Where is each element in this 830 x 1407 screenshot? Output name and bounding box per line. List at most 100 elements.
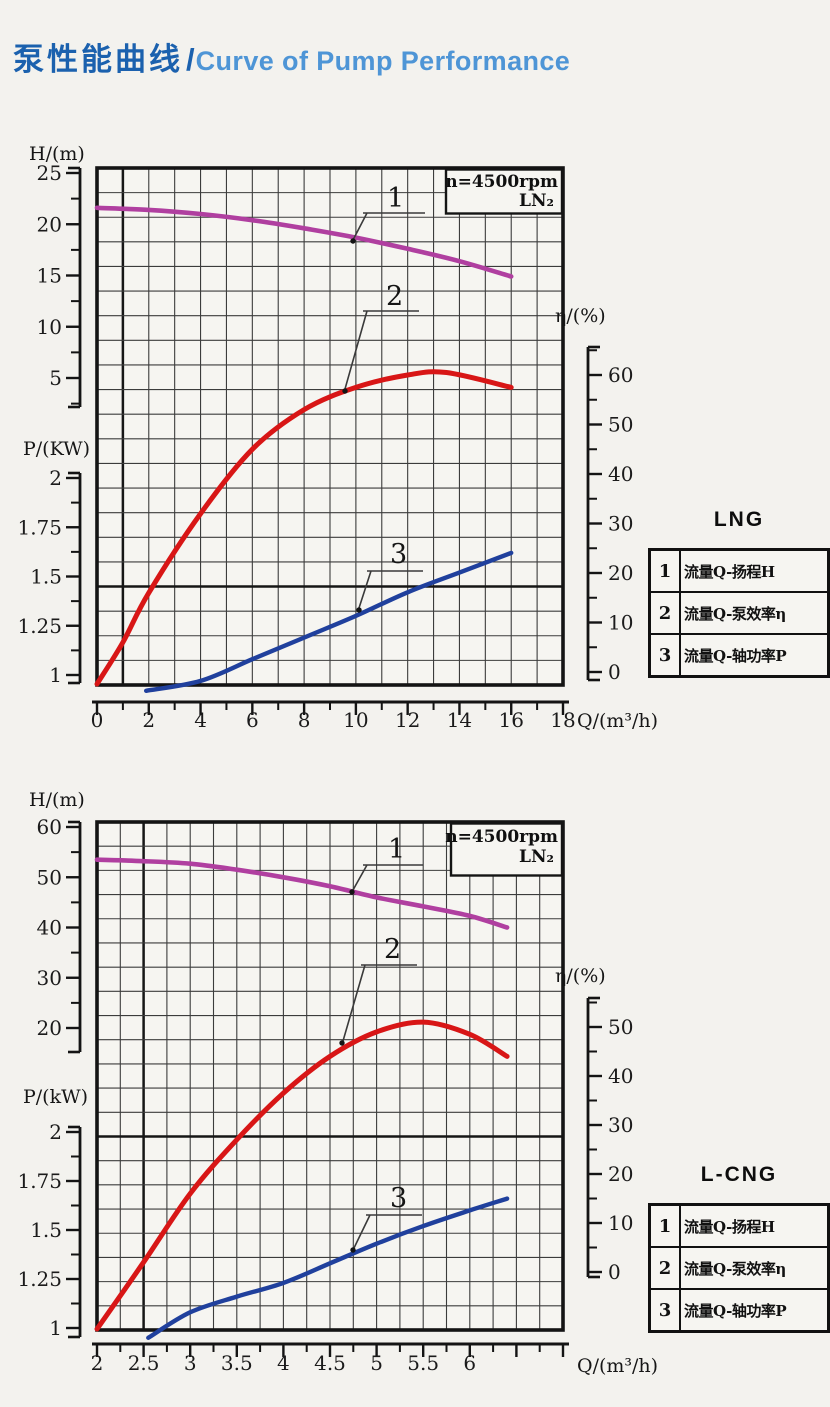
eta-tick-label: 40 xyxy=(608,462,633,486)
p-tick-label: 1.75 xyxy=(17,1169,62,1193)
curve-P xyxy=(144,550,514,693)
eta-tick-label: 10 xyxy=(608,611,633,635)
curve-label-1: 1 xyxy=(349,834,423,895)
eta-tick-label: 10 xyxy=(608,1211,633,1235)
h-tick-label: 25 xyxy=(37,161,62,185)
h-tick-label: 5 xyxy=(49,366,62,390)
eta-tick-label: 0 xyxy=(608,1260,621,1284)
legend-lng: LNG 1 流量Q-扬程H 2 流量Q-泵效率η 3 流量Q-轴功率P xyxy=(648,508,830,678)
grid xyxy=(97,822,563,1330)
legend-title: L-CNG xyxy=(700,1163,778,1186)
x-tick-label: 5 xyxy=(370,1351,383,1375)
legend-row-number: 2 xyxy=(648,591,681,635)
x-tick-label: 18 xyxy=(550,708,575,732)
legend-row-label: 流量Q-扬程H xyxy=(679,1203,830,1248)
p-tick-label: 2 xyxy=(49,466,62,490)
leader-line xyxy=(352,212,425,241)
curve-label-3: 3 xyxy=(356,539,423,613)
legend-title: LNG xyxy=(713,508,765,531)
h-tick-label: 10 xyxy=(37,315,62,339)
eta-tick-label: 30 xyxy=(608,1113,633,1137)
annotation-medium: LN₂ xyxy=(519,847,554,867)
grid xyxy=(97,168,563,685)
leader-dot xyxy=(342,388,348,394)
leader-line xyxy=(344,310,419,390)
h-tick-label: 50 xyxy=(37,865,62,889)
h-tick-label: 20 xyxy=(37,1016,62,1040)
leader-line xyxy=(352,864,423,891)
x-tick-label: 5.5 xyxy=(407,1351,439,1375)
curve-eta xyxy=(94,369,514,687)
p-tick-label: 1.25 xyxy=(17,614,62,638)
x-tick-label: 4 xyxy=(194,708,207,732)
title-slash: / xyxy=(186,42,195,77)
x-axis-title: Q/(m³/h) xyxy=(577,710,658,732)
h-tick-label: 15 xyxy=(37,264,62,288)
x-axis-title: Q/(m³/h) xyxy=(577,1355,658,1377)
eta-tick-label: 50 xyxy=(608,413,633,437)
x-tick-label: 2 xyxy=(142,708,155,732)
curve-label-text: 1 xyxy=(387,183,404,214)
legend-row-number: 1 xyxy=(648,1203,681,1248)
p-tick-label: 1.75 xyxy=(17,515,62,539)
page-title-chinese: 泵性能曲线 xyxy=(13,42,183,77)
legend-table: 1 流量Q-扬程H 2 流量Q-泵效率η 3 流量Q-轴功率P xyxy=(648,548,830,678)
legend-table: 1 流量Q-扬程H 2 流量Q-泵效率η 3 流量Q-轴功率P xyxy=(648,1203,830,1333)
x-tick-label: 4.5 xyxy=(314,1351,346,1375)
leader-dot xyxy=(349,889,355,895)
p-tick-label: 1.5 xyxy=(30,565,62,589)
curve-label-text: 2 xyxy=(386,281,403,312)
legend-row: 1 流量Q-扬程H xyxy=(648,548,830,593)
page-title: 泵性能曲线 / Curve of Pump Performance xyxy=(13,34,570,79)
x-tick-label: 3 xyxy=(184,1351,197,1375)
curve-H xyxy=(94,205,514,279)
x-tick-label: 2.5 xyxy=(128,1351,160,1375)
legend-row-label: 流量Q-轴功率P xyxy=(679,633,830,678)
legend-row: 1 流量Q-扬程H xyxy=(648,1203,830,1248)
annotation-box xyxy=(449,822,564,877)
leader-dot xyxy=(350,1247,356,1253)
curve-label-2: 2 xyxy=(339,934,417,1046)
eta-axis-title: η/(%) xyxy=(555,305,606,327)
curve-eta xyxy=(94,1019,510,1332)
leader-line xyxy=(358,570,423,609)
leader-dot xyxy=(339,1040,345,1046)
p-axis-title: P/(kW) xyxy=(23,1086,88,1108)
p-tick-label: 1 xyxy=(49,663,62,687)
eta-tick-label: 60 xyxy=(608,363,633,387)
curve-label-1: 1 xyxy=(350,183,425,244)
x-tick-label: 14 xyxy=(447,708,472,732)
legend-row-label: 流量Q-泵效率η xyxy=(679,1246,830,1290)
axes: 25 20 15 10 5 2 1.75 1.5 1.25 1 60 50 40 30 20 10 0 0 2 4 6 8… xyxy=(17,161,633,732)
legend-row-number: 1 xyxy=(648,548,681,593)
legend-lcng: L-CNG 1 流量Q-扬程H 2 流量Q-泵效率η 3 流量Q-轴功率P xyxy=(648,1163,830,1333)
curve-H xyxy=(94,857,510,930)
legend-row-number: 3 xyxy=(648,1288,681,1333)
x-tick-label: 16 xyxy=(498,708,523,732)
plot-frame xyxy=(95,820,565,1332)
h-tick-label: 60 xyxy=(37,815,62,839)
leader-line xyxy=(353,1214,422,1249)
x-tick-label: 6 xyxy=(246,708,259,732)
annotation-speed: n=4500rpm xyxy=(445,827,558,847)
curves xyxy=(94,857,510,1340)
legend-row: 2 流量Q-泵效率η xyxy=(648,591,830,635)
leader-dot xyxy=(356,607,362,613)
h-axis-title: H/(m) xyxy=(29,789,85,811)
eta-tick-label: 20 xyxy=(608,561,633,585)
p-tick-label: 2 xyxy=(49,1120,62,1144)
annotation-medium: LN₂ xyxy=(519,191,554,211)
plot-frame xyxy=(95,166,565,687)
leader-line xyxy=(342,964,417,1042)
p-axis-title: P/(KW) xyxy=(23,438,90,460)
eta-tick-label: 50 xyxy=(608,1015,633,1039)
annotation-box xyxy=(444,168,564,215)
eta-tick-label: 20 xyxy=(608,1162,633,1186)
x-tick-label: 6 xyxy=(463,1351,476,1375)
curve-P xyxy=(146,1196,510,1340)
x-tick-label: 4 xyxy=(277,1351,290,1375)
legend-row: 2 流量Q-泵效率η xyxy=(648,1246,830,1290)
